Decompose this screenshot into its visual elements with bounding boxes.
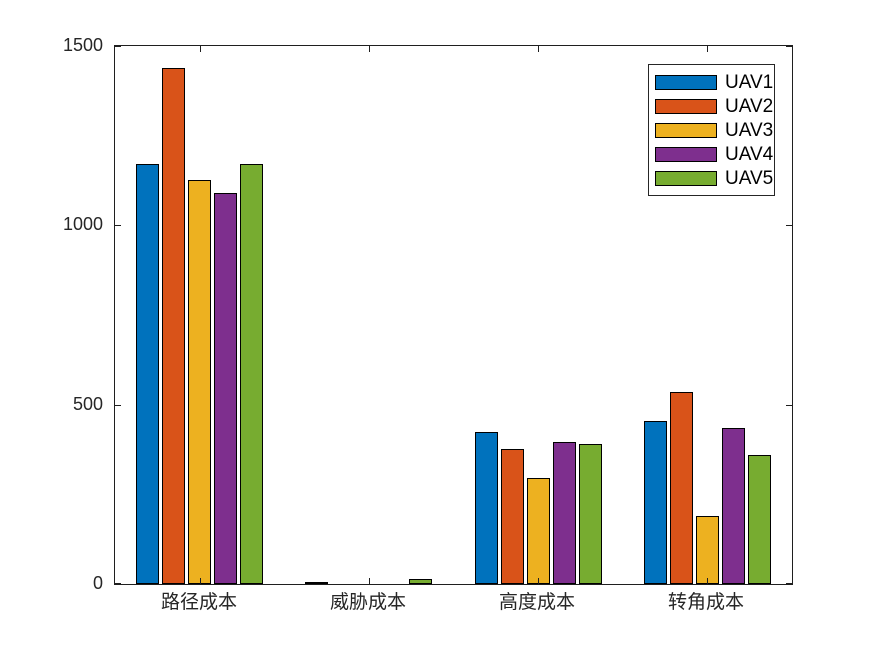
legend-label-UAV1: UAV1 [725,71,774,93]
bar-UAV4-category-0 [214,193,237,584]
x-category-label-0: 路径成本 [160,592,238,613]
legend: UAV1 UAV2 UAV3 UAV4 UAV5 [648,64,775,196]
bar-UAV5-category-1 [409,579,432,584]
bar-UAV1-category-2 [475,432,498,584]
x-tick-mark-bottom-1 [369,578,370,584]
legend-row-UAV3: UAV3 [649,118,774,142]
y-tick-label-1000: 1000 [62,214,103,235]
bar-UAV2-category-2 [501,449,524,584]
bar-UAV3-category-0 [188,180,211,584]
y-tick-mark-right-1000 [786,225,792,226]
legend-label-UAV3: UAV3 [725,119,774,141]
y-tick-mark-right-1500 [786,46,792,47]
bar-UAV3-category-3 [696,516,719,584]
legend-label-UAV5: UAV5 [725,167,774,189]
x-tick-mark-top-0 [200,46,201,52]
y-tick-mark-left-0 [115,583,121,584]
y-tick-label-0: 0 [92,573,103,593]
legend-swatch-UAV3 [655,122,717,138]
y-tick-label-1500: 1500 [62,35,103,55]
y-tick-mark-right-500 [786,405,792,406]
legend-swatch-UAV2 [655,98,717,114]
x-tick-mark-bottom-2 [538,578,539,584]
x-category-label-2: 高度成本 [498,592,576,613]
x-tick-mark-top-1 [369,46,370,52]
legend-row-UAV1: UAV1 [649,70,774,94]
x-tick-mark-bottom-0 [200,578,201,584]
legend-swatch-UAV1 [655,74,717,90]
legend-row-UAV5: UAV5 [649,166,774,190]
y-tick-mark-right-0 [786,583,792,584]
bar-UAV2-category-0 [162,68,185,584]
legend-swatch-UAV4 [655,146,717,162]
bar-UAV4-category-3 [722,428,745,584]
bar-UAV1-category-1 [305,582,328,584]
bar-UAV5-category-3 [748,455,771,584]
legend-swatch-UAV5 [655,170,717,186]
legend-row-UAV4: UAV4 [649,142,774,166]
bar-UAV1-category-3 [644,421,667,584]
x-category-label-1: 威胁成本 [329,592,407,613]
bar-UAV2-category-3 [670,392,693,584]
legend-row-UAV2: UAV2 [649,94,774,118]
x-tick-mark-bottom-3 [707,578,708,584]
bar-UAV4-category-2 [553,442,576,584]
bar-UAV5-category-2 [579,444,602,584]
legend-label-UAV4: UAV4 [725,143,774,165]
bar-UAV1-category-0 [136,164,159,584]
y-tick-mark-left-1500 [115,46,121,47]
bar-UAV3-category-2 [527,478,550,584]
bar-UAV5-category-0 [240,164,263,584]
x-category-label-3: 转角成本 [667,592,745,613]
legend-label-UAV2: UAV2 [725,95,774,117]
y-tick-mark-left-500 [115,405,121,406]
y-tick-label-500: 500 [72,393,103,414]
x-tick-mark-top-2 [538,46,539,52]
y-tick-mark-left-1000 [115,225,121,226]
x-tick-mark-top-3 [707,46,708,52]
